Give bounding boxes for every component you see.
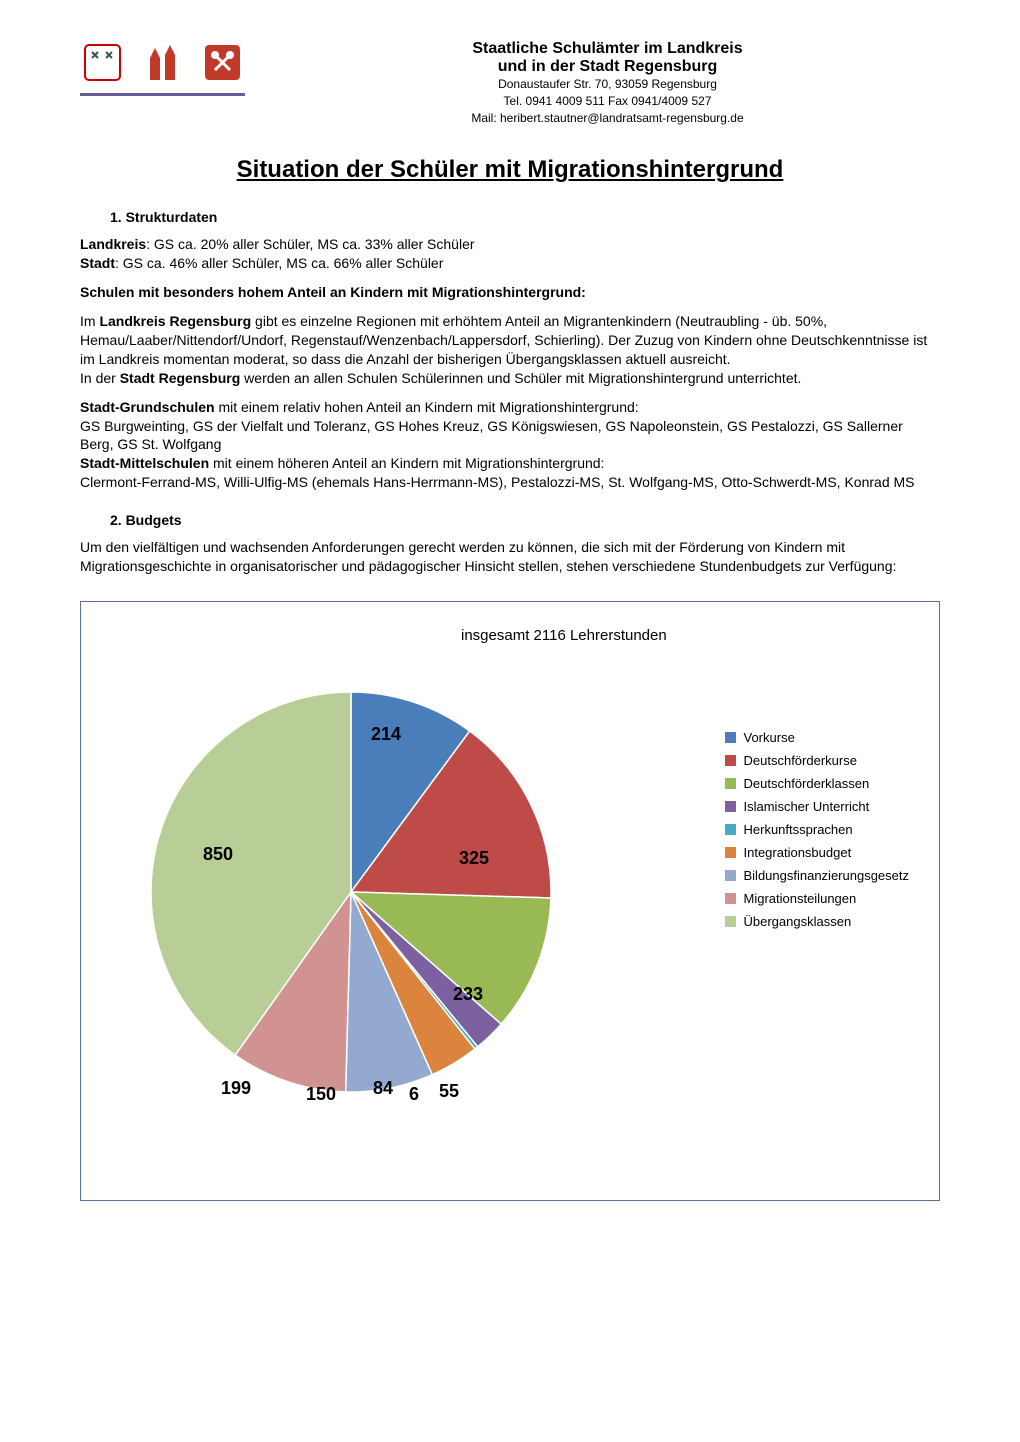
legend-swatch <box>725 778 736 789</box>
legend-label: Integrationsbudget <box>744 845 852 860</box>
slice-value-label: 325 <box>459 848 489 868</box>
sub-heading-schools: Schulen mit besonders hohem Anteil an Ki… <box>80 283 940 302</box>
legend-item: Vorkurse <box>725 730 910 745</box>
legend-item: Deutschförderklassen <box>725 776 910 791</box>
legend-item: Herkunftssprachen <box>725 822 910 837</box>
letterhead-text: Staatliche Schulämter im Landkreis und i… <box>275 40 940 126</box>
budgets-intro: Um den vielfältigen und wachsenden Anfor… <box>80 538 940 576</box>
phone: Tel. 0941 4009 511 Fax 0941/4009 527 <box>275 93 940 110</box>
slice-value-label: 850 <box>203 844 233 864</box>
legend-item: Bildungsfinanzierungsgesetz <box>725 868 910 883</box>
legend-label: Übergangsklassen <box>744 914 852 929</box>
budget-chart-container: insgesamt 2116 Lehrerstunden 214 325 233 55… <box>80 601 940 1201</box>
legend-swatch <box>725 893 736 904</box>
slice-value-label: 84 <box>373 1078 393 1098</box>
paragraph-grundschulen: Stadt-Grundschulen mit einem relativ hoh… <box>80 398 940 492</box>
legend-swatch <box>725 847 736 858</box>
letterhead: Staatliche Schulämter im Landkreis und i… <box>80 40 940 126</box>
legend-label: Vorkurse <box>744 730 795 745</box>
legend-item: Islamischer Unterricht <box>725 799 910 814</box>
legend-item: Migrationsteilungen <box>725 891 910 906</box>
struct-landkreis: Landkreis: GS ca. 20% aller Schüler, MS … <box>80 235 940 273</box>
legend-item: Deutschförderkurse <box>725 753 910 768</box>
chart-title: insgesamt 2116 Lehrerstunden <box>461 627 667 644</box>
landkreis-values: : GS ca. 20% aller Schüler, MS ca. 33% a… <box>146 236 474 252</box>
landkreis-label: Landkreis <box>80 236 146 252</box>
legend-swatch <box>725 732 736 743</box>
slice-value-label: 55 <box>439 1081 459 1101</box>
slice-value-label: 214 <box>371 724 401 744</box>
paragraph-landkreis: Im Landkreis Regensburg gibt es einzelne… <box>80 312 940 388</box>
legend-swatch <box>725 801 736 812</box>
slice-value-label: 199 <box>221 1078 251 1098</box>
logo-keys-icon <box>200 40 245 85</box>
legend-swatch <box>725 824 736 835</box>
legend-swatch <box>725 916 736 927</box>
section-1-heading: 1. Strukturdaten <box>110 209 940 225</box>
slice-value-label: 150 <box>306 1084 336 1104</box>
logo-coat-of-arms-icon <box>80 40 125 85</box>
address: Donaustaufer Str. 70, 93059 Regensburg <box>275 76 940 93</box>
stadt-label: Stadt <box>80 255 115 271</box>
legend-item: Übergangsklassen <box>725 914 910 929</box>
document-title: Situation der Schüler mit Migrationshint… <box>80 156 940 184</box>
legend-swatch <box>725 870 736 881</box>
org-name-line2: und in der Stadt Regensburg <box>275 58 940 76</box>
logo-strip <box>80 40 245 96</box>
slice-value-label: 233 <box>453 984 483 1004</box>
legend-item: Integrationsbudget <box>725 845 910 860</box>
legend-label: Herkunftssprachen <box>744 822 853 837</box>
legend-label: Bildungsfinanzierungsgesetz <box>744 868 910 883</box>
chart-legend: Vorkurse Deutschförderkurse Deutschförderk… <box>725 722 910 937</box>
stadt-values: : GS ca. 46% aller Schüler, MS ca. 66% a… <box>115 255 443 271</box>
logo-towers-icon <box>140 40 185 85</box>
legend-swatch <box>725 755 736 766</box>
org-name-line1: Staatliche Schulämter im Landkreis <box>275 40 940 58</box>
slice-value-label: 6 <box>409 1084 419 1104</box>
mail: Mail: heribert.stautner@landratsamt-rege… <box>275 110 940 127</box>
legend-label: Deutschförderkurse <box>744 753 857 768</box>
pie-chart: 214 325 233 55 6 84 150 199 850 <box>141 682 591 1135</box>
section-2-heading: 2. Budgets <box>110 512 940 528</box>
legend-label: Migrationsteilungen <box>744 891 857 906</box>
legend-label: Deutschförderklassen <box>744 776 870 791</box>
legend-label: Islamischer Unterricht <box>744 799 870 814</box>
